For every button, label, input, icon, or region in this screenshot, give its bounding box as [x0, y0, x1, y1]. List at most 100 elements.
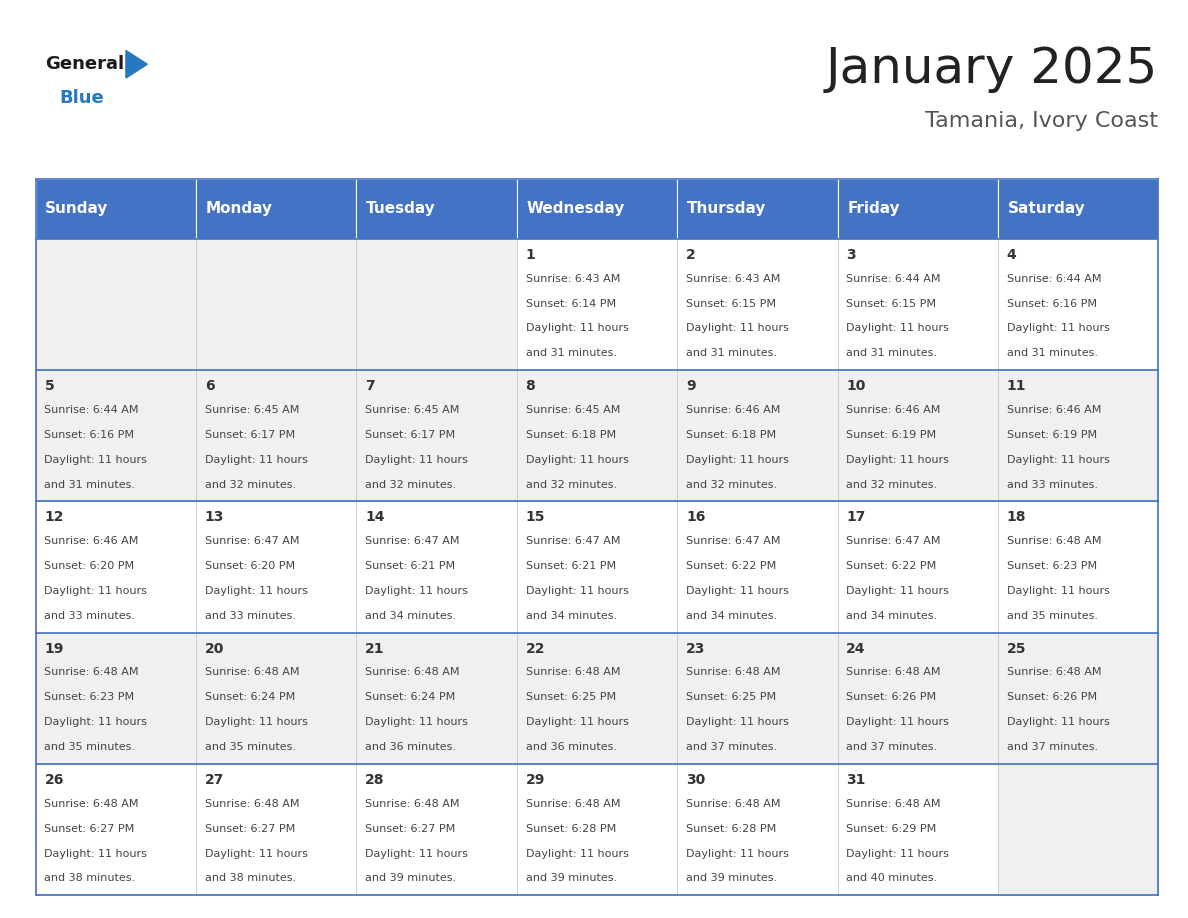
FancyBboxPatch shape	[196, 239, 356, 370]
Text: Sunset: 6:17 PM: Sunset: 6:17 PM	[204, 430, 295, 440]
FancyBboxPatch shape	[36, 179, 196, 239]
Text: 9: 9	[685, 379, 696, 393]
Text: Sunrise: 6:48 AM: Sunrise: 6:48 AM	[846, 667, 941, 677]
Text: 11: 11	[1006, 379, 1026, 393]
Text: and 39 minutes.: and 39 minutes.	[365, 874, 456, 883]
Text: 15: 15	[525, 510, 545, 524]
Text: and 34 minutes.: and 34 minutes.	[846, 611, 937, 621]
Text: Sunday: Sunday	[45, 201, 108, 217]
Text: Daylight: 11 hours: Daylight: 11 hours	[204, 454, 308, 465]
Text: Sunset: 6:25 PM: Sunset: 6:25 PM	[525, 692, 615, 702]
Text: Daylight: 11 hours: Daylight: 11 hours	[685, 848, 789, 858]
Text: Sunset: 6:16 PM: Sunset: 6:16 PM	[44, 430, 134, 440]
Text: Sunrise: 6:48 AM: Sunrise: 6:48 AM	[44, 799, 139, 809]
Text: Sunset: 6:23 PM: Sunset: 6:23 PM	[44, 692, 134, 702]
Text: and 35 minutes.: and 35 minutes.	[204, 743, 296, 752]
FancyBboxPatch shape	[196, 633, 356, 764]
Text: Sunset: 6:26 PM: Sunset: 6:26 PM	[1006, 692, 1097, 702]
Text: Sunrise: 6:45 AM: Sunrise: 6:45 AM	[365, 405, 460, 415]
Text: Sunset: 6:21 PM: Sunset: 6:21 PM	[525, 561, 615, 571]
Text: Daylight: 11 hours: Daylight: 11 hours	[846, 848, 949, 858]
Text: Daylight: 11 hours: Daylight: 11 hours	[365, 586, 468, 596]
Text: Daylight: 11 hours: Daylight: 11 hours	[846, 323, 949, 333]
Text: Daylight: 11 hours: Daylight: 11 hours	[685, 323, 789, 333]
Text: 1: 1	[525, 248, 536, 262]
FancyBboxPatch shape	[36, 764, 196, 895]
FancyBboxPatch shape	[517, 239, 677, 370]
Text: Sunrise: 6:44 AM: Sunrise: 6:44 AM	[846, 274, 941, 284]
FancyBboxPatch shape	[838, 239, 998, 370]
Text: Sunrise: 6:45 AM: Sunrise: 6:45 AM	[204, 405, 299, 415]
Text: 22: 22	[525, 642, 545, 655]
FancyBboxPatch shape	[677, 633, 838, 764]
Text: Sunset: 6:18 PM: Sunset: 6:18 PM	[685, 430, 776, 440]
FancyBboxPatch shape	[356, 501, 517, 633]
Text: January 2025: January 2025	[826, 45, 1158, 93]
FancyBboxPatch shape	[998, 370, 1158, 501]
Text: and 32 minutes.: and 32 minutes.	[846, 480, 937, 489]
FancyBboxPatch shape	[36, 501, 196, 633]
Text: Sunset: 6:22 PM: Sunset: 6:22 PM	[846, 561, 936, 571]
Text: Sunset: 6:15 PM: Sunset: 6:15 PM	[846, 298, 936, 308]
FancyBboxPatch shape	[677, 501, 838, 633]
Text: Sunrise: 6:48 AM: Sunrise: 6:48 AM	[1006, 667, 1101, 677]
Text: and 39 minutes.: and 39 minutes.	[685, 874, 777, 883]
FancyBboxPatch shape	[838, 370, 998, 501]
Text: Sunset: 6:20 PM: Sunset: 6:20 PM	[204, 561, 295, 571]
FancyBboxPatch shape	[517, 764, 677, 895]
Text: Sunrise: 6:46 AM: Sunrise: 6:46 AM	[44, 536, 139, 546]
Text: Sunrise: 6:48 AM: Sunrise: 6:48 AM	[685, 667, 781, 677]
FancyBboxPatch shape	[998, 239, 1158, 370]
FancyBboxPatch shape	[196, 370, 356, 501]
Text: 4: 4	[1006, 248, 1017, 262]
FancyBboxPatch shape	[838, 633, 998, 764]
Text: Daylight: 11 hours: Daylight: 11 hours	[365, 454, 468, 465]
Text: Daylight: 11 hours: Daylight: 11 hours	[1006, 454, 1110, 465]
Text: Sunrise: 6:45 AM: Sunrise: 6:45 AM	[525, 405, 620, 415]
Text: and 34 minutes.: and 34 minutes.	[365, 611, 456, 621]
Text: Sunset: 6:27 PM: Sunset: 6:27 PM	[44, 823, 134, 834]
Text: Sunrise: 6:43 AM: Sunrise: 6:43 AM	[525, 274, 620, 284]
Text: Daylight: 11 hours: Daylight: 11 hours	[365, 848, 468, 858]
Text: Sunrise: 6:47 AM: Sunrise: 6:47 AM	[204, 536, 299, 546]
Text: Sunrise: 6:47 AM: Sunrise: 6:47 AM	[365, 536, 460, 546]
FancyBboxPatch shape	[677, 179, 838, 239]
Text: 29: 29	[525, 773, 545, 787]
Text: 6: 6	[204, 379, 215, 393]
Text: Sunset: 6:26 PM: Sunset: 6:26 PM	[846, 692, 936, 702]
FancyBboxPatch shape	[517, 370, 677, 501]
Text: Sunset: 6:27 PM: Sunset: 6:27 PM	[365, 823, 455, 834]
Text: Sunset: 6:23 PM: Sunset: 6:23 PM	[1006, 561, 1097, 571]
FancyBboxPatch shape	[36, 370, 196, 501]
Text: Sunrise: 6:46 AM: Sunrise: 6:46 AM	[1006, 405, 1101, 415]
Text: Daylight: 11 hours: Daylight: 11 hours	[44, 717, 147, 727]
Text: 3: 3	[846, 248, 857, 262]
Text: Friday: Friday	[847, 201, 899, 217]
Text: Sunrise: 6:48 AM: Sunrise: 6:48 AM	[204, 799, 299, 809]
Text: 5: 5	[44, 379, 55, 393]
Text: Sunrise: 6:48 AM: Sunrise: 6:48 AM	[365, 799, 460, 809]
FancyBboxPatch shape	[838, 501, 998, 633]
Text: and 34 minutes.: and 34 minutes.	[685, 611, 777, 621]
Text: and 32 minutes.: and 32 minutes.	[685, 480, 777, 489]
FancyBboxPatch shape	[356, 239, 517, 370]
Text: Daylight: 11 hours: Daylight: 11 hours	[1006, 717, 1110, 727]
Text: General: General	[45, 55, 125, 73]
Text: and 34 minutes.: and 34 minutes.	[525, 611, 617, 621]
Text: 13: 13	[204, 510, 225, 524]
FancyBboxPatch shape	[36, 239, 196, 370]
Text: Tamania, Ivory Coast: Tamania, Ivory Coast	[925, 111, 1158, 131]
Text: 16: 16	[685, 510, 706, 524]
Text: Saturday: Saturday	[1007, 201, 1086, 217]
Text: Blue: Blue	[59, 89, 105, 107]
Text: Wednesday: Wednesday	[526, 201, 625, 217]
FancyBboxPatch shape	[677, 239, 838, 370]
Text: Sunrise: 6:46 AM: Sunrise: 6:46 AM	[846, 405, 941, 415]
Text: and 38 minutes.: and 38 minutes.	[204, 874, 296, 883]
Text: Sunset: 6:14 PM: Sunset: 6:14 PM	[525, 298, 615, 308]
Text: Daylight: 11 hours: Daylight: 11 hours	[44, 586, 147, 596]
Text: Daylight: 11 hours: Daylight: 11 hours	[846, 454, 949, 465]
Text: and 38 minutes.: and 38 minutes.	[44, 874, 135, 883]
Text: Thursday: Thursday	[687, 201, 766, 217]
Text: Sunset: 6:28 PM: Sunset: 6:28 PM	[685, 823, 776, 834]
